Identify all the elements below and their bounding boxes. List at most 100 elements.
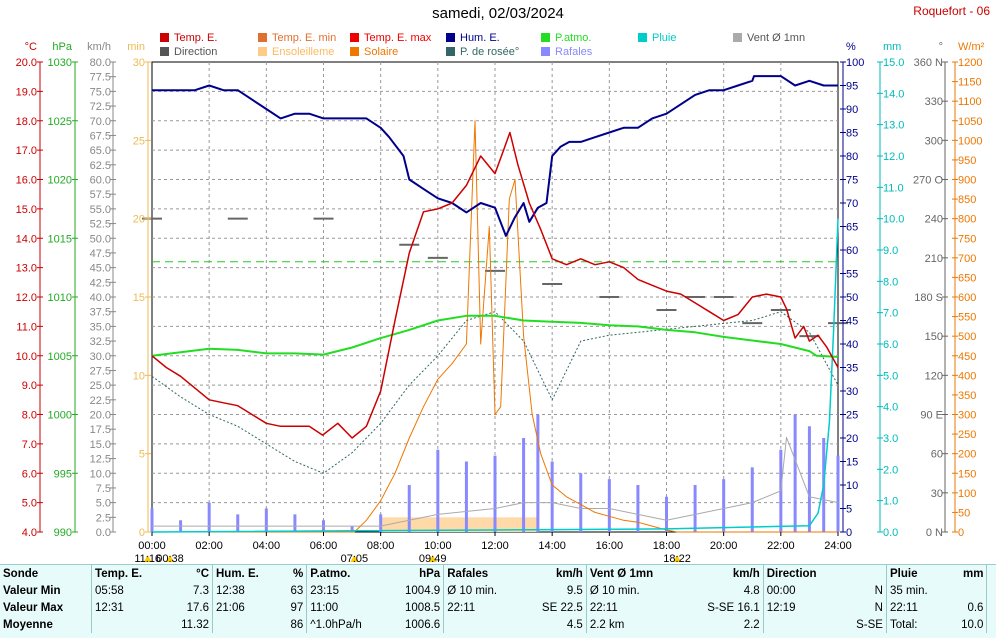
summary-header: Direction [762,565,841,582]
rain-axis-label: 2.0 [883,464,898,476]
summary-cell [91,616,166,633]
rain-axis-label: 6.0 [883,339,898,351]
humidity-axis-label: 10 [846,480,858,492]
x-tick-label: 18:00 [653,540,681,552]
dir-axis-label: 30 [931,488,943,500]
rain-axis-unit: mm [883,41,901,53]
wind-axis-label: 55.0 [90,204,111,216]
dir-axis-label: 150 [925,331,943,343]
time-marker-label: 18:22 [663,553,691,564]
summary-header-row: Sonde Temp. E. °C Hum. E. % P.atmo. hPa … [0,565,996,582]
humidity-axis-label: 15 [846,457,858,469]
sun-axis-label: 5 [139,449,145,461]
solar-axis-label: 550 [958,312,976,324]
time-marker-label: 07:05 [341,553,369,564]
dir-axis-label: 60 [931,449,943,461]
wind-axis-label: 57.5 [90,189,111,201]
rain-axis-label: 1.0 [883,496,898,508]
rain-line [151,218,839,533]
summary-cell: 1004.9 [405,584,441,597]
time-marker-icon [673,555,682,562]
wind-axis-label: 75.0 [90,86,111,98]
summary-cell: 10.0 [961,618,984,631]
humidity-line [152,75,838,237]
legend-swatch [638,33,647,42]
dir-axis-label: 180 S [914,292,943,304]
summary-header: hPa [419,567,441,580]
temp-axis-label: 7.0 [22,439,37,451]
rain-axis-label: 4.0 [883,402,898,414]
humidity-axis-label: 95 [846,81,858,93]
summary-cell: 11.32 [181,618,209,631]
pressure-axis-label: 1020 [48,175,72,187]
rain-axis-label: 11.0 [883,182,904,194]
summary-cell: 4.8 [743,584,760,597]
wind-axis-label: 45.0 [90,263,111,275]
summary-header: km/h [732,567,760,580]
legend-label: Direction [174,46,217,58]
pressure-axis-label: 1015 [48,233,72,245]
legend-label: P. de rosée° [460,46,519,58]
weather-chart: 00:00 02:00 04:00 06:00 08:00 10:00 12:00 14:00… [16,32,985,564]
dir-axis-label: 0 N [926,527,943,539]
solar-axis-label: 0 [958,527,964,539]
solar-axis-label: 1200 [958,57,982,69]
wind-axis-unit: km/h [87,41,111,53]
rain-axis-label: 13.0 [883,120,904,132]
legend-swatch [258,47,267,56]
summary-cell: S-SE [856,618,883,631]
dir-axis-label: 90 E [920,410,943,422]
rain-axis-label: 10.0 [883,214,904,226]
solar-axis-label: 100 [958,488,976,500]
solar-axis-label: 150 [958,468,976,480]
rain-axis-label: 14.0 [883,88,904,100]
x-tick-label: 24:00 [824,540,852,552]
summary-cell: 86 [290,618,304,631]
time-marker-label: 09:49 [419,553,447,564]
solar-axis-label: 500 [958,331,976,343]
summary-cell: 0.6 [967,601,984,614]
summary-header: mm [963,567,984,580]
summary-header: Rafales [443,565,522,582]
sun-axis-unit: min [127,41,145,53]
humidity-axis-label: 60 [846,245,858,257]
pressure-line [151,314,839,358]
wind-axis-label: 10.0 [90,468,111,480]
wind-axis-label: 77.5 [90,72,111,84]
time-marker-icon [143,555,152,562]
legend-label: Solaire [364,46,398,58]
legend-swatch [541,47,550,56]
solar-line [152,120,838,533]
dir-axis-unit: ° [939,41,943,53]
legend-swatch [160,47,169,56]
summary-header [841,565,887,582]
summary-cell: 2.2 km [585,616,683,633]
summary-header: Sonde [3,567,39,580]
humidity-axis-label: 70 [846,198,858,210]
temp-axis-label: 12.0 [16,292,37,304]
temp-axis-label: 15.0 [16,204,37,216]
wind-axis-label: 40.0 [90,292,111,304]
legend-label: Ensoleilleme [272,46,334,58]
rain-axis-label: 15.0 [883,57,904,69]
humidity-axis-label: 20 [846,433,858,445]
x-tick-label: 02:00 [195,540,223,552]
summary-cell: ^1.0hPa/h [306,616,387,633]
legend-label: Vent Ø 1mn [747,32,805,44]
wind-axis-label: 52.5 [90,219,111,231]
temp-axis-label: 20.0 [16,57,37,69]
wind-axis-label: 0.0 [96,527,111,539]
humidity-axis-label: 55 [846,269,858,281]
summary-cell: S-SE 16.1 [707,601,760,614]
summary-header: % [293,567,304,580]
summary-cell: 12:38 [212,582,281,599]
solar-axis-label: 700 [958,253,976,265]
summary-cell: Valeur Min [3,584,61,597]
solar-axis-label: 50 [958,507,970,519]
legend-label: Pluie [652,32,676,44]
legend-swatch [541,33,550,42]
humidity-axis-label: 25 [846,410,858,422]
summary-cell [443,616,522,633]
solar-axis-label: 650 [958,272,976,284]
x-tick-label: 06:00 [310,540,338,552]
